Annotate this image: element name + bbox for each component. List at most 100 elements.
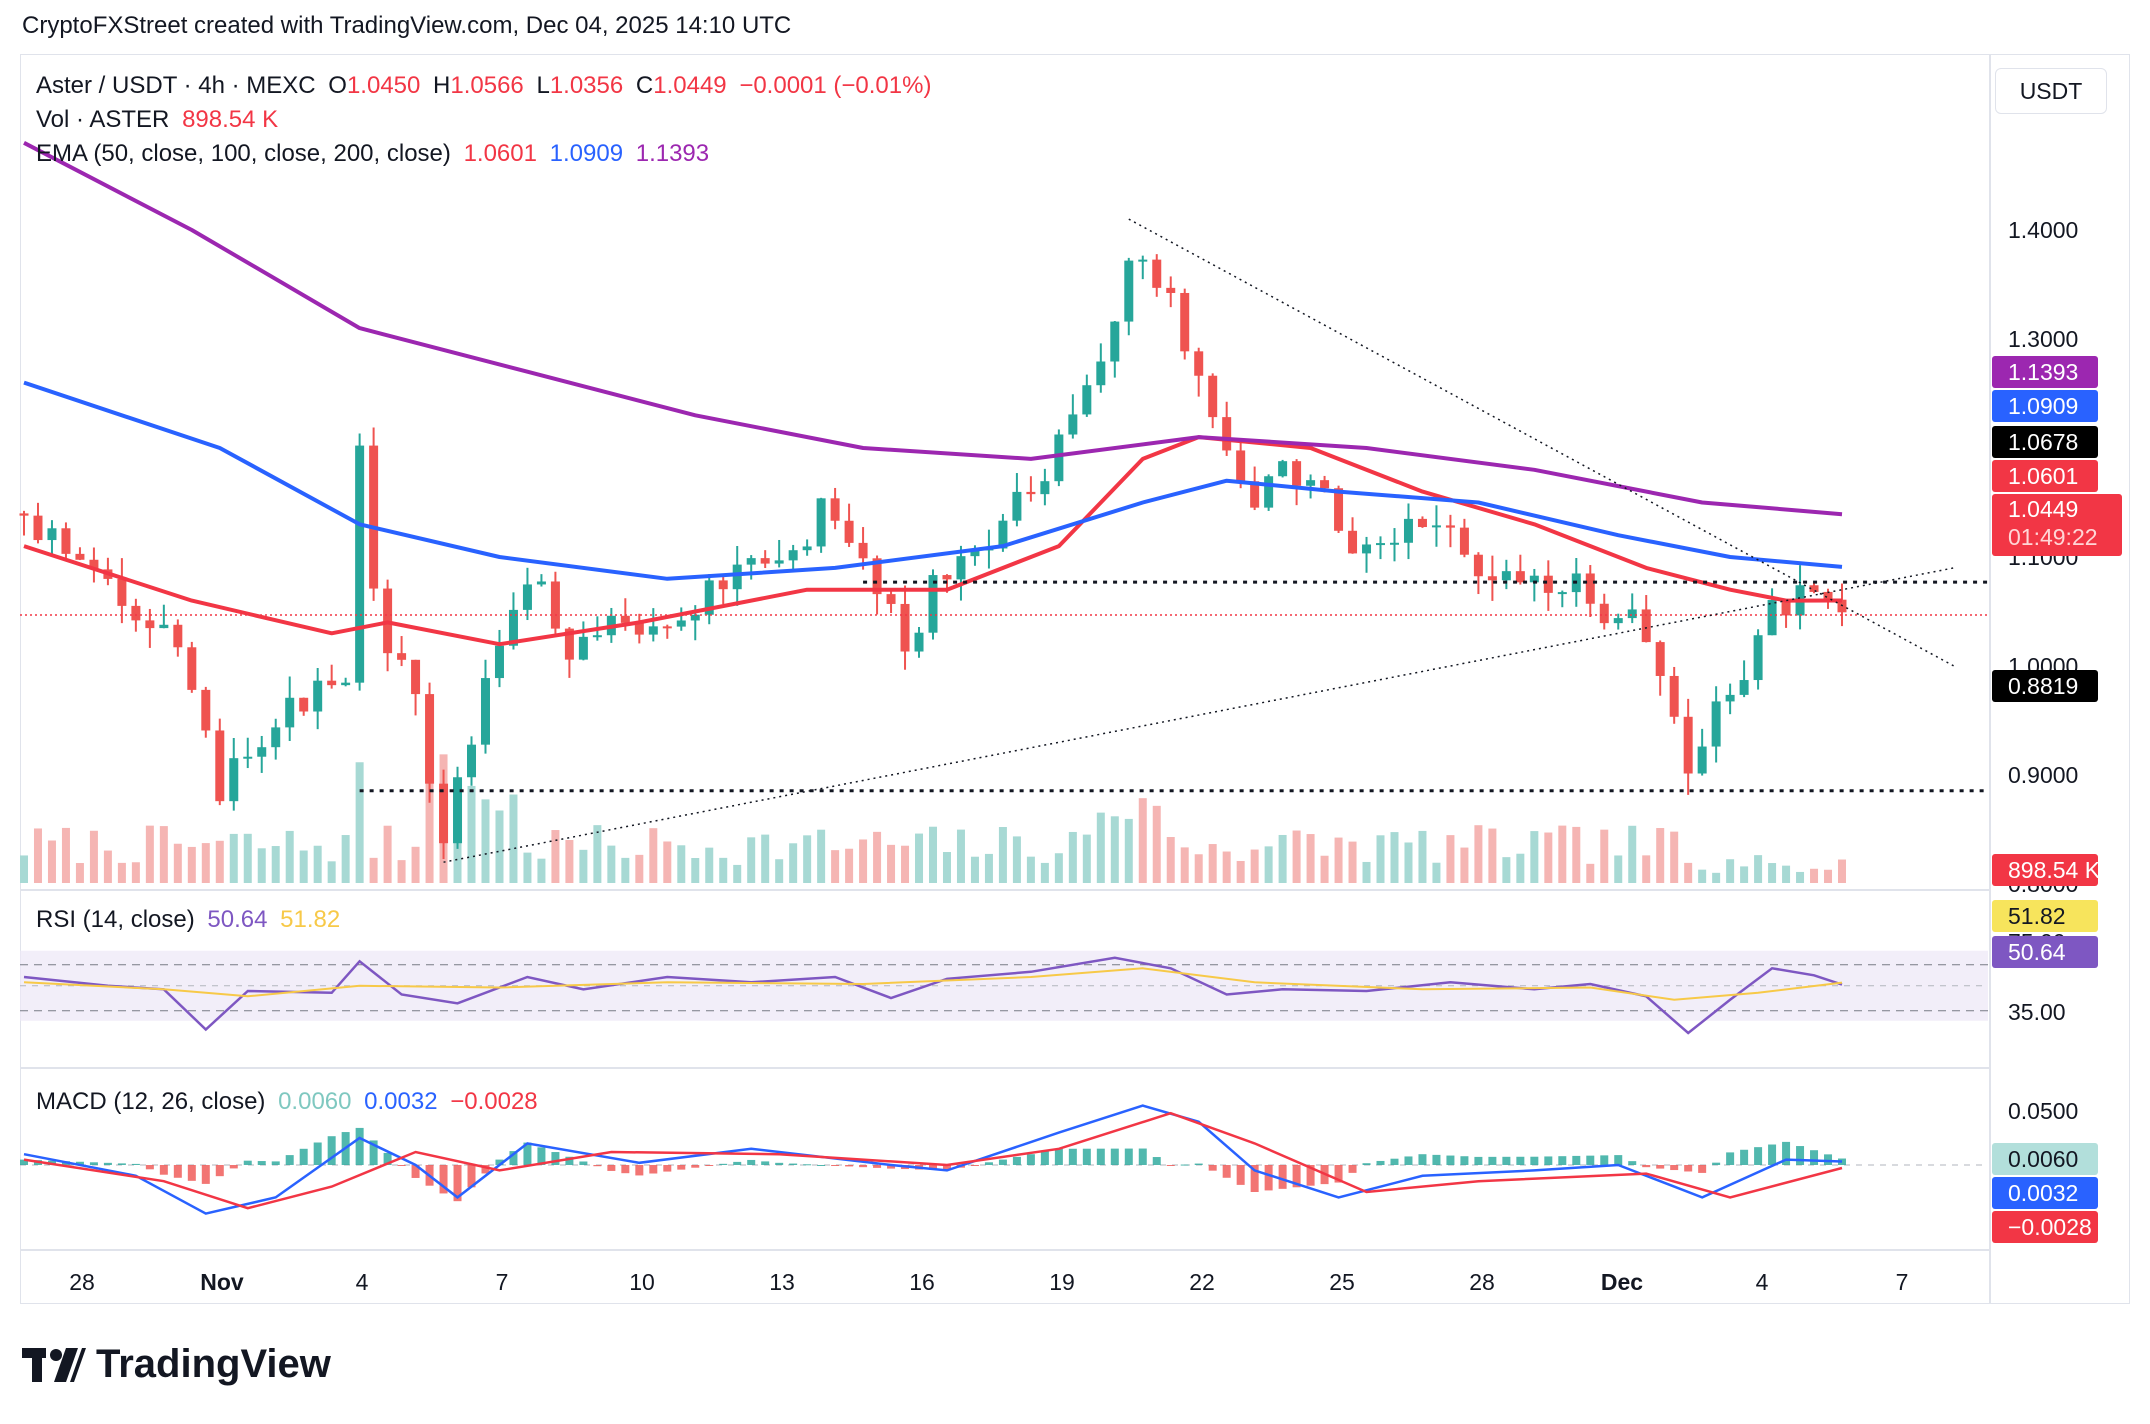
time-tick-label: 7 [496, 1269, 509, 1295]
volume-bar [1516, 853, 1525, 883]
candle-body [341, 682, 351, 686]
macd-histogram-bar [579, 1161, 588, 1165]
currency-selector[interactable]: USDT [1995, 68, 2107, 114]
symbol-label[interactable]: Aster / USDT · 4h · MEXC [36, 72, 316, 99]
macd-histogram-bar [439, 1165, 448, 1194]
low-value: 1.0356 [549, 72, 624, 99]
ema-legend: EMA (50, close, 100, close, 200, close) … [36, 140, 715, 168]
volume-bar [215, 840, 224, 883]
macd-histogram-bar [970, 1165, 979, 1166]
candle-body [215, 730, 225, 802]
volume-bar [1292, 830, 1301, 883]
time-tick-label: 10 [629, 1269, 655, 1295]
macd-histogram-bar [299, 1148, 308, 1165]
volume-bar [173, 843, 182, 883]
candle-body [229, 758, 239, 802]
candle-body [1697, 746, 1707, 774]
volume-bar [621, 857, 630, 883]
tradingview-logo[interactable]: TradingView [22, 1342, 331, 1387]
volume-bar [1096, 812, 1105, 883]
volume-bar [873, 831, 882, 883]
macd-histogram-bar [1166, 1165, 1175, 1166]
close-value: 1.0449 [653, 72, 727, 99]
candle-body [1040, 481, 1050, 495]
volume-bar [495, 810, 504, 883]
volume-label[interactable]: Vol · ASTER [36, 106, 170, 133]
macd-histogram-bar [1838, 1158, 1846, 1165]
macd-histogram-bar [1712, 1162, 1721, 1165]
candle-body [1264, 476, 1274, 508]
candle-body [1487, 576, 1497, 581]
time-tick-label: 7 [1896, 1269, 1909, 1295]
candle-body [313, 680, 323, 712]
macd-histogram-bar [607, 1165, 616, 1171]
volume-bar [1446, 835, 1455, 883]
volume-bar [481, 799, 490, 883]
candle-body [145, 620, 155, 629]
macd-histogram-bar [1292, 1165, 1301, 1188]
candle-body [1473, 554, 1483, 577]
candle-body [187, 647, 197, 690]
candle-body [494, 645, 504, 679]
macd-histogram-bar [313, 1142, 322, 1165]
macd-histogram-bar [1236, 1165, 1245, 1185]
tradingview-wordmark: TradingView [96, 1342, 331, 1386]
candle-body [47, 528, 57, 541]
macd-histogram-bar [1698, 1165, 1707, 1173]
candle-body [355, 445, 365, 683]
candle-body [1348, 530, 1358, 554]
rsi-legend: RSI (14, close) 50.64 51.82 [36, 906, 346, 934]
candle-body [704, 580, 714, 615]
macd-histogram-bar [942, 1165, 951, 1171]
macd-histogram-bar [733, 1161, 742, 1165]
rsi-label[interactable]: RSI (14, close) [36, 906, 195, 933]
macd-histogram-bar [159, 1165, 168, 1175]
volume-bar [1824, 869, 1833, 883]
macd-histogram-bar [1614, 1155, 1623, 1165]
macd-histogram-bar [998, 1159, 1007, 1165]
macd-histogram-bar [355, 1127, 364, 1165]
candle-body [578, 636, 588, 660]
macd-histogram-bar [1474, 1156, 1483, 1165]
macd-histogram-bar [705, 1165, 714, 1166]
ema50-badge-bg [1992, 460, 2098, 492]
volume-bar [579, 849, 588, 883]
candle-body [453, 777, 463, 844]
macd-signal-line [23, 1111, 1843, 1210]
macd-histogram-bar [1530, 1156, 1539, 1165]
volume-bar [649, 828, 658, 883]
candle-body [676, 620, 686, 627]
macd-histogram-bar [103, 1162, 112, 1165]
macd-histogram-bar [1138, 1148, 1147, 1165]
volume-badge: 898.54 K [2008, 857, 2101, 883]
macd-histogram-bar [1516, 1156, 1525, 1165]
candle-body [1641, 609, 1651, 643]
volume-bar [187, 846, 196, 883]
volume-bar [565, 839, 574, 883]
candle-body [1767, 600, 1777, 636]
macd-histogram-bar [75, 1161, 84, 1165]
time-tick-label: 4 [356, 1269, 369, 1295]
macd-label[interactable]: MACD (12, 26, close) [36, 1088, 266, 1115]
macd-histogram-bar [649, 1165, 658, 1174]
candle-body [75, 553, 85, 560]
macd-histogram-bar [285, 1155, 294, 1165]
volume-bar [929, 826, 937, 883]
candle-body [802, 546, 812, 551]
macd-histogram-bar [1362, 1163, 1371, 1165]
candle-body [816, 498, 826, 547]
ema-label[interactable]: EMA (50, close, 100, close, 200, close) [36, 140, 451, 167]
candle-body [1725, 694, 1735, 702]
candle-body [1306, 480, 1316, 486]
volume-bar [1754, 855, 1763, 883]
candle-body [760, 558, 770, 564]
volume-bar [1222, 851, 1231, 883]
macd-histogram-bar [1544, 1156, 1553, 1165]
volume-bar [1502, 857, 1511, 883]
macd-histogram-bar [663, 1165, 672, 1172]
macd-histogram-bar [789, 1163, 798, 1165]
candle-body [998, 520, 1008, 549]
chart-frame [20, 54, 2130, 1304]
candle-body [564, 628, 574, 660]
volume-bar [1530, 831, 1539, 883]
